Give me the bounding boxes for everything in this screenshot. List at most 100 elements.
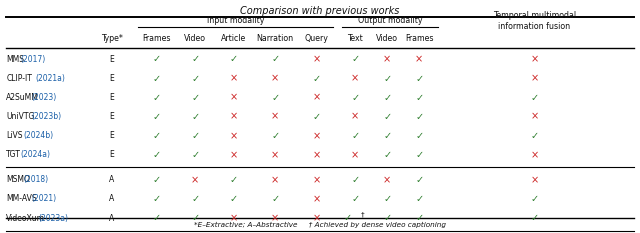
Text: ✓: ✓ (351, 131, 359, 141)
Text: ✓: ✓ (415, 175, 423, 185)
Text: *E–Extractive; A–Abstractive     † Achieved by dense video captioning: *E–Extractive; A–Abstractive † Achieved … (194, 222, 446, 228)
Text: MM-AVS: MM-AVS (6, 195, 37, 203)
Text: E: E (109, 55, 115, 64)
Text: ×: × (531, 55, 538, 64)
Text: ✓: ✓ (415, 213, 423, 223)
Text: ×: × (313, 194, 321, 204)
Text: ×: × (531, 74, 538, 83)
Text: ✓: ✓ (271, 93, 279, 103)
Text: †: † (361, 212, 365, 218)
Text: ✓: ✓ (153, 131, 161, 141)
Text: ✓: ✓ (271, 194, 279, 204)
Text: ✓: ✓ (230, 194, 237, 204)
Text: ×: × (271, 213, 279, 223)
Text: Narration: Narration (257, 34, 294, 43)
Text: ×: × (351, 150, 359, 160)
Text: ×: × (313, 131, 321, 141)
Text: ✓: ✓ (383, 150, 391, 160)
Text: ✓: ✓ (383, 213, 391, 223)
Text: ×: × (230, 131, 237, 141)
Text: A2SuMM: A2SuMM (6, 93, 39, 102)
Text: A: A (109, 175, 115, 184)
Text: (2024a): (2024a) (20, 151, 50, 159)
Text: ✓: ✓ (191, 55, 199, 64)
Text: ×: × (351, 112, 359, 122)
Text: ✓: ✓ (153, 74, 161, 83)
Text: Type*: Type* (101, 34, 123, 43)
Text: (2024b): (2024b) (24, 131, 54, 140)
Text: ✓: ✓ (415, 112, 423, 122)
Text: ✓: ✓ (383, 74, 391, 83)
Text: ✓: ✓ (153, 213, 161, 223)
Text: (2017): (2017) (20, 55, 45, 64)
Text: ✓: ✓ (153, 55, 161, 64)
Text: E: E (109, 151, 115, 159)
Text: ✓: ✓ (153, 112, 161, 122)
Text: ✓: ✓ (191, 150, 199, 160)
Text: E: E (109, 112, 115, 121)
Text: ✓: ✓ (230, 55, 237, 64)
Text: ✓: ✓ (344, 213, 351, 223)
Text: ✓: ✓ (191, 93, 199, 103)
Text: ✓: ✓ (271, 131, 279, 141)
Text: Frames: Frames (143, 34, 171, 43)
Text: ✓: ✓ (383, 112, 391, 122)
Text: ✓: ✓ (313, 74, 321, 83)
Text: (2018): (2018) (24, 175, 49, 184)
Text: ✓: ✓ (415, 150, 423, 160)
Text: ✓: ✓ (230, 175, 237, 185)
Text: Video: Video (376, 34, 398, 43)
Text: (2023): (2023) (31, 93, 56, 102)
Text: ✓: ✓ (415, 93, 423, 103)
Text: ✓: ✓ (153, 175, 161, 185)
Text: ×: × (531, 175, 538, 185)
Text: ×: × (313, 150, 321, 160)
Text: Video: Video (184, 34, 206, 43)
Text: ×: × (313, 213, 321, 223)
Text: ✓: ✓ (531, 194, 538, 204)
Text: ×: × (271, 150, 279, 160)
Text: Article: Article (221, 34, 246, 43)
Text: ✓: ✓ (191, 74, 199, 83)
Text: ✓: ✓ (531, 213, 538, 223)
Text: ×: × (230, 74, 237, 83)
Text: ×: × (230, 150, 237, 160)
Text: (2021): (2021) (31, 195, 56, 203)
Text: ✓: ✓ (313, 112, 321, 122)
Text: Comparison with previous works: Comparison with previous works (240, 6, 400, 16)
Text: ×: × (531, 150, 538, 160)
Text: Temporal multimodal
information fusion: Temporal multimodal information fusion (493, 10, 576, 31)
Text: VideoXum: VideoXum (6, 214, 45, 223)
Text: ×: × (415, 55, 423, 64)
Text: TGT: TGT (6, 151, 21, 159)
Text: Output modality: Output modality (358, 17, 422, 25)
Text: ✓: ✓ (531, 93, 538, 103)
Text: ✓: ✓ (191, 112, 199, 122)
Text: A: A (109, 195, 115, 203)
Text: ✓: ✓ (153, 150, 161, 160)
Text: ×: × (191, 175, 199, 185)
Text: Frames: Frames (405, 34, 433, 43)
Text: ×: × (313, 55, 321, 64)
Text: ✓: ✓ (383, 194, 391, 204)
Text: ×: × (531, 112, 538, 122)
Text: ✓: ✓ (351, 55, 359, 64)
Text: ✓: ✓ (191, 213, 199, 223)
Text: ✓: ✓ (351, 93, 359, 103)
Text: ×: × (313, 93, 321, 103)
Text: ✓: ✓ (415, 131, 423, 141)
Text: MMS: MMS (6, 55, 24, 64)
Text: Input modality: Input modality (207, 17, 264, 25)
Text: A: A (109, 214, 115, 223)
Text: ✓: ✓ (415, 74, 423, 83)
Text: Text: Text (348, 34, 363, 43)
Text: Query: Query (305, 34, 329, 43)
Text: E: E (109, 93, 115, 102)
Text: UniVTG: UniVTG (6, 112, 35, 121)
Text: ×: × (271, 112, 279, 122)
Text: ×: × (271, 74, 279, 83)
Text: ✓: ✓ (351, 194, 359, 204)
Text: ×: × (230, 112, 237, 122)
Text: ×: × (271, 175, 279, 185)
Text: ✓: ✓ (153, 194, 161, 204)
